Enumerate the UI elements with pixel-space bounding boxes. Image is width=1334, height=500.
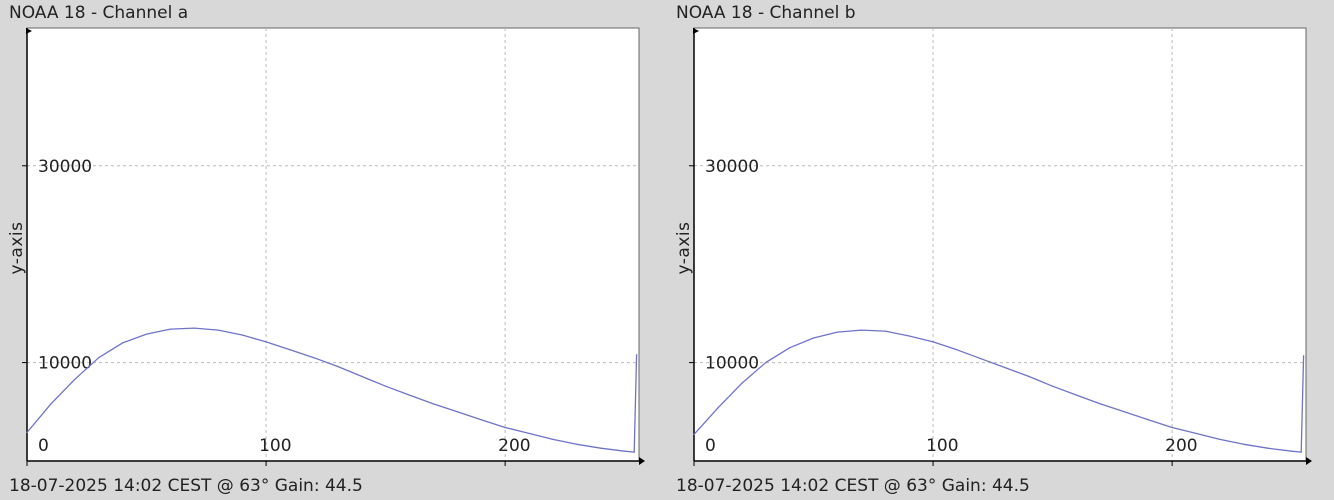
- data-point: [98, 357, 100, 359]
- data-point: [812, 337, 815, 339]
- y-axis-arrow-icon: [693, 28, 699, 34]
- data-point: [633, 451, 635, 453]
- data-point: [384, 385, 387, 387]
- x-tick-label: 0: [705, 436, 716, 456]
- chart-title: NOAA 18 - Channel a: [9, 3, 189, 23]
- y-axis-arrow-icon: [26, 28, 32, 34]
- data-point: [504, 426, 506, 429]
- data-point: [169, 328, 172, 330]
- data-point: [1195, 432, 1197, 435]
- data-point: [717, 407, 719, 409]
- line-chart-plot: 0 100 200 10000 30000: [689, 27, 1312, 466]
- data-point: [624, 450, 626, 452]
- data-point: [789, 347, 791, 349]
- data-point: [217, 329, 219, 331]
- data-point: [432, 403, 435, 405]
- x-tick-label: 100: [926, 436, 958, 456]
- data-point: [528, 432, 530, 435]
- data-point: [1219, 438, 1221, 440]
- data-point: [241, 334, 243, 336]
- x-axis-arrow-icon: [639, 457, 645, 465]
- data-point: [265, 341, 267, 343]
- data-point: [1243, 443, 1245, 445]
- data-point: [1123, 411, 1125, 413]
- data-point: [1004, 366, 1006, 369]
- data-point: [1099, 403, 1102, 405]
- chart-panel-channel-b: NOAA 18 - Channel b y-axis 0 100 200 10000 3…: [667, 0, 1334, 500]
- data-point: [408, 394, 411, 396]
- data-point: [1075, 394, 1078, 396]
- data-point: [337, 365, 339, 368]
- data-point: [480, 419, 482, 421]
- x-axis-arrow-icon: [1306, 457, 1312, 465]
- x-tick-label: 200: [1165, 436, 1197, 456]
- data-point: [836, 331, 839, 333]
- y-tick-label: 10000: [705, 354, 759, 374]
- data-point: [313, 357, 315, 359]
- data-point: [980, 358, 982, 360]
- data-point: [636, 354, 638, 356]
- series-line: [693, 329, 1305, 453]
- data-point: [193, 327, 195, 329]
- data-point: [884, 330, 886, 332]
- data-point: [1147, 419, 1149, 421]
- data-point: [1267, 447, 1269, 449]
- data-point: [1291, 450, 1293, 452]
- plot-area: [693, 27, 1307, 462]
- data-point: [50, 403, 52, 405]
- data-point: [74, 378, 76, 380]
- data-point: [908, 335, 910, 337]
- data-point: [600, 447, 602, 449]
- plot-area: [26, 27, 640, 462]
- data-point: [552, 438, 554, 440]
- data-point: [122, 342, 124, 344]
- chart-panel-channel-a: NOAA 18 - Channel a y-axis 0 100 200 10000 3…: [7, 3, 645, 496]
- data-point: [956, 349, 958, 351]
- chart-footer: 18-07-2025 14:02 CEST @ 63° Gain: 44.5: [9, 476, 363, 496]
- data-point: [1051, 385, 1054, 387]
- data-point: [741, 382, 743, 384]
- data-point: [361, 375, 363, 377]
- x-tick-label: 100: [259, 436, 291, 456]
- y-tick-label: 30000: [705, 157, 759, 177]
- data-point: [26, 431, 28, 434]
- x-tick-label: 200: [498, 436, 530, 456]
- chart-footer: 18-07-2025 14:02 CEST @ 63° Gain: 44.5: [676, 476, 1030, 496]
- data-point: [456, 411, 458, 413]
- y-tick-label: 10000: [38, 354, 92, 374]
- data-point: [765, 361, 767, 364]
- data-point: [289, 349, 291, 351]
- data-point: [1300, 451, 1302, 453]
- data-point: [576, 443, 578, 445]
- chart-title: NOAA 18 - Channel b: [676, 3, 856, 23]
- data-point: [145, 333, 148, 335]
- y-tick-label: 30000: [38, 157, 92, 177]
- data-point: [1028, 375, 1030, 377]
- data-point: [860, 329, 862, 331]
- data-point: [693, 433, 695, 436]
- line-chart-plot: 0 100 200 10000 30000: [22, 27, 645, 466]
- x-tick-label: 0: [38, 436, 49, 456]
- data-point: [932, 341, 934, 343]
- data-point: [1303, 355, 1305, 357]
- series-line: [26, 327, 638, 453]
- data-point: [1171, 426, 1173, 429]
